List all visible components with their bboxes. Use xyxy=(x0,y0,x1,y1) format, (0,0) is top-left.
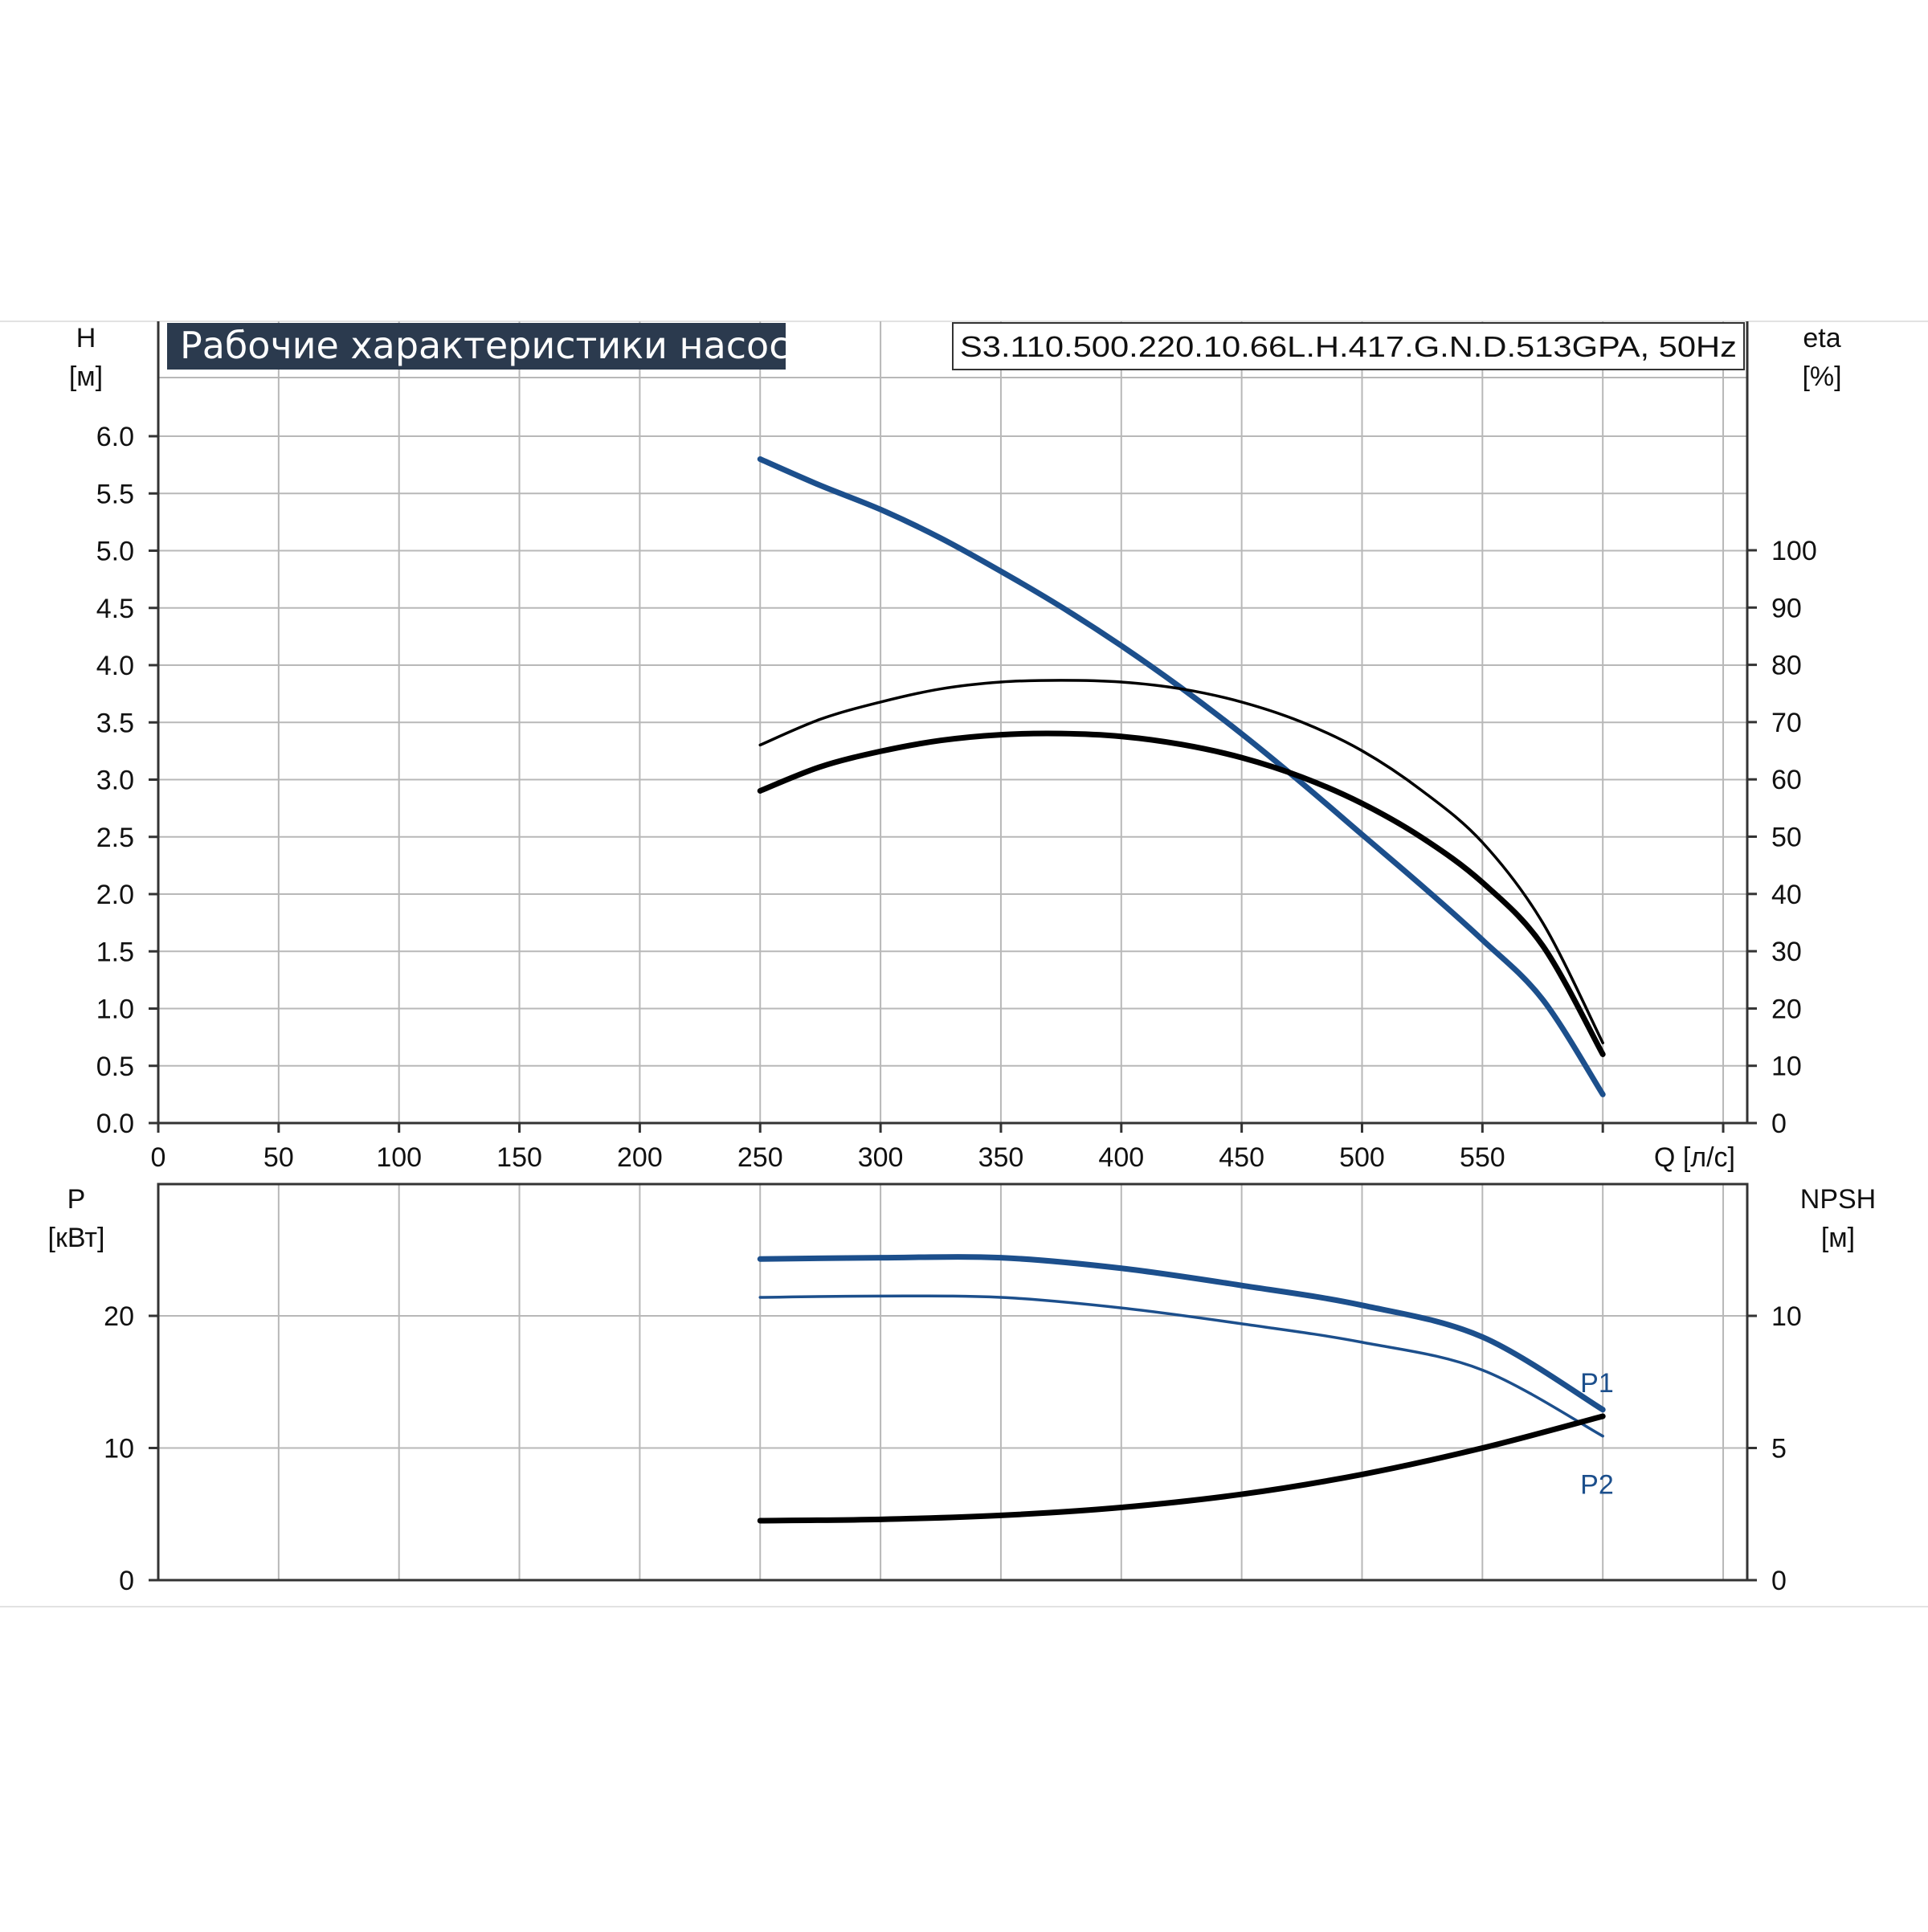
series-line-p2 xyxy=(758,1294,1604,1438)
x-tick-label: 550 xyxy=(1460,1142,1505,1173)
x-axis-label: Q [л/с] xyxy=(1654,1142,1735,1173)
y-tick-label: 4.5 xyxy=(96,594,134,624)
title-box xyxy=(167,323,786,370)
y2-tick-label: 40 xyxy=(1771,880,1802,910)
y-tick-label: 4.0 xyxy=(96,651,134,681)
y2-tick-label: 60 xyxy=(1771,765,1802,795)
x-tick-label: 400 xyxy=(1098,1142,1144,1173)
series-line-1 xyxy=(758,679,1604,1044)
y-tick-label: 20 xyxy=(104,1301,134,1332)
series-line-npsh xyxy=(757,1413,1606,1524)
y2-axis-label: NPSH xyxy=(1800,1184,1876,1215)
x-tick-label: 350 xyxy=(978,1142,1024,1173)
x-tick-label: 250 xyxy=(737,1142,783,1173)
y-tick-label: 3.0 xyxy=(96,766,134,796)
series-line-p1 xyxy=(757,1254,1606,1413)
y-tick-label: 0.0 xyxy=(96,1109,134,1139)
y-tick-label: 1.0 xyxy=(96,995,134,1025)
x-tick-label: 150 xyxy=(496,1142,542,1173)
y2-tick-label: 90 xyxy=(1771,593,1802,623)
x-tick-label: 500 xyxy=(1339,1142,1385,1173)
y2-tick-label: 20 xyxy=(1771,994,1802,1024)
power-frame xyxy=(157,1182,1749,1582)
y2-tick-label: 70 xyxy=(1771,708,1802,738)
series-line-0 xyxy=(757,456,1606,1097)
x-tick-label: 300 xyxy=(858,1142,904,1173)
x-tick-label: 100 xyxy=(376,1142,422,1173)
y2-tick-label: 5 xyxy=(1771,1434,1787,1464)
y2-tick-label: 30 xyxy=(1771,937,1802,967)
curve-label-p2: P2 xyxy=(1580,1470,1614,1501)
y-tick-label: 1.5 xyxy=(96,937,134,967)
performance-panel: Рабочие характеристики насоса S3.110.500.… xyxy=(69,321,1842,1173)
model-label: S3.110.500.220.10.66L.H.417.G.N.D.513GPA… xyxy=(960,330,1737,363)
y-tick-label: 10 xyxy=(104,1434,134,1464)
y-tick-label: 2.5 xyxy=(96,823,134,853)
curve-label-p1: P1 xyxy=(1580,1368,1614,1399)
y-tick-label: 3.5 xyxy=(96,708,134,738)
y2-axis-unit: [%] xyxy=(1802,361,1841,392)
y2-tick-label: 80 xyxy=(1771,651,1802,681)
y-axis-unit: [м] xyxy=(69,361,103,392)
y2-tick-label: 0 xyxy=(1771,1109,1787,1139)
x-tick-label: 200 xyxy=(617,1142,663,1173)
x-tick-label: 0 xyxy=(151,1142,166,1173)
y-axis-unit: [кВт] xyxy=(48,1223,105,1253)
chart-title: Рабочие характеристики насоса xyxy=(180,324,812,367)
y-axis-label: P xyxy=(67,1184,86,1215)
x-tick-label: 50 xyxy=(263,1142,294,1173)
y-tick-label: 6.0 xyxy=(96,422,134,452)
model-box xyxy=(952,322,1745,370)
y2-tick-label: 0 xyxy=(1771,1566,1787,1596)
y-tick-label: 0 xyxy=(119,1566,134,1596)
y2-tick-label: 10 xyxy=(1771,1052,1802,1082)
y2-tick-label: 50 xyxy=(1771,823,1802,853)
y2-tick-label: 100 xyxy=(1771,536,1817,566)
x-tick-label: 450 xyxy=(1219,1142,1264,1173)
series-line-2 xyxy=(757,730,1606,1057)
y2-axis-label: eta xyxy=(1803,323,1840,353)
y-tick-label: 2.0 xyxy=(96,880,134,910)
y-axis-label: H xyxy=(76,323,96,353)
y2-axis-unit: [м] xyxy=(1821,1223,1855,1253)
y-tick-label: 5.0 xyxy=(96,537,134,567)
y2-tick-label: 10 xyxy=(1771,1301,1802,1332)
y-tick-label: 5.5 xyxy=(96,479,134,509)
y-tick-label: 0.5 xyxy=(96,1052,134,1082)
power-panel: 0 10 20 0 5 10 P [кВт] NPSH [м] P1 P2 xyxy=(48,1182,1876,1596)
